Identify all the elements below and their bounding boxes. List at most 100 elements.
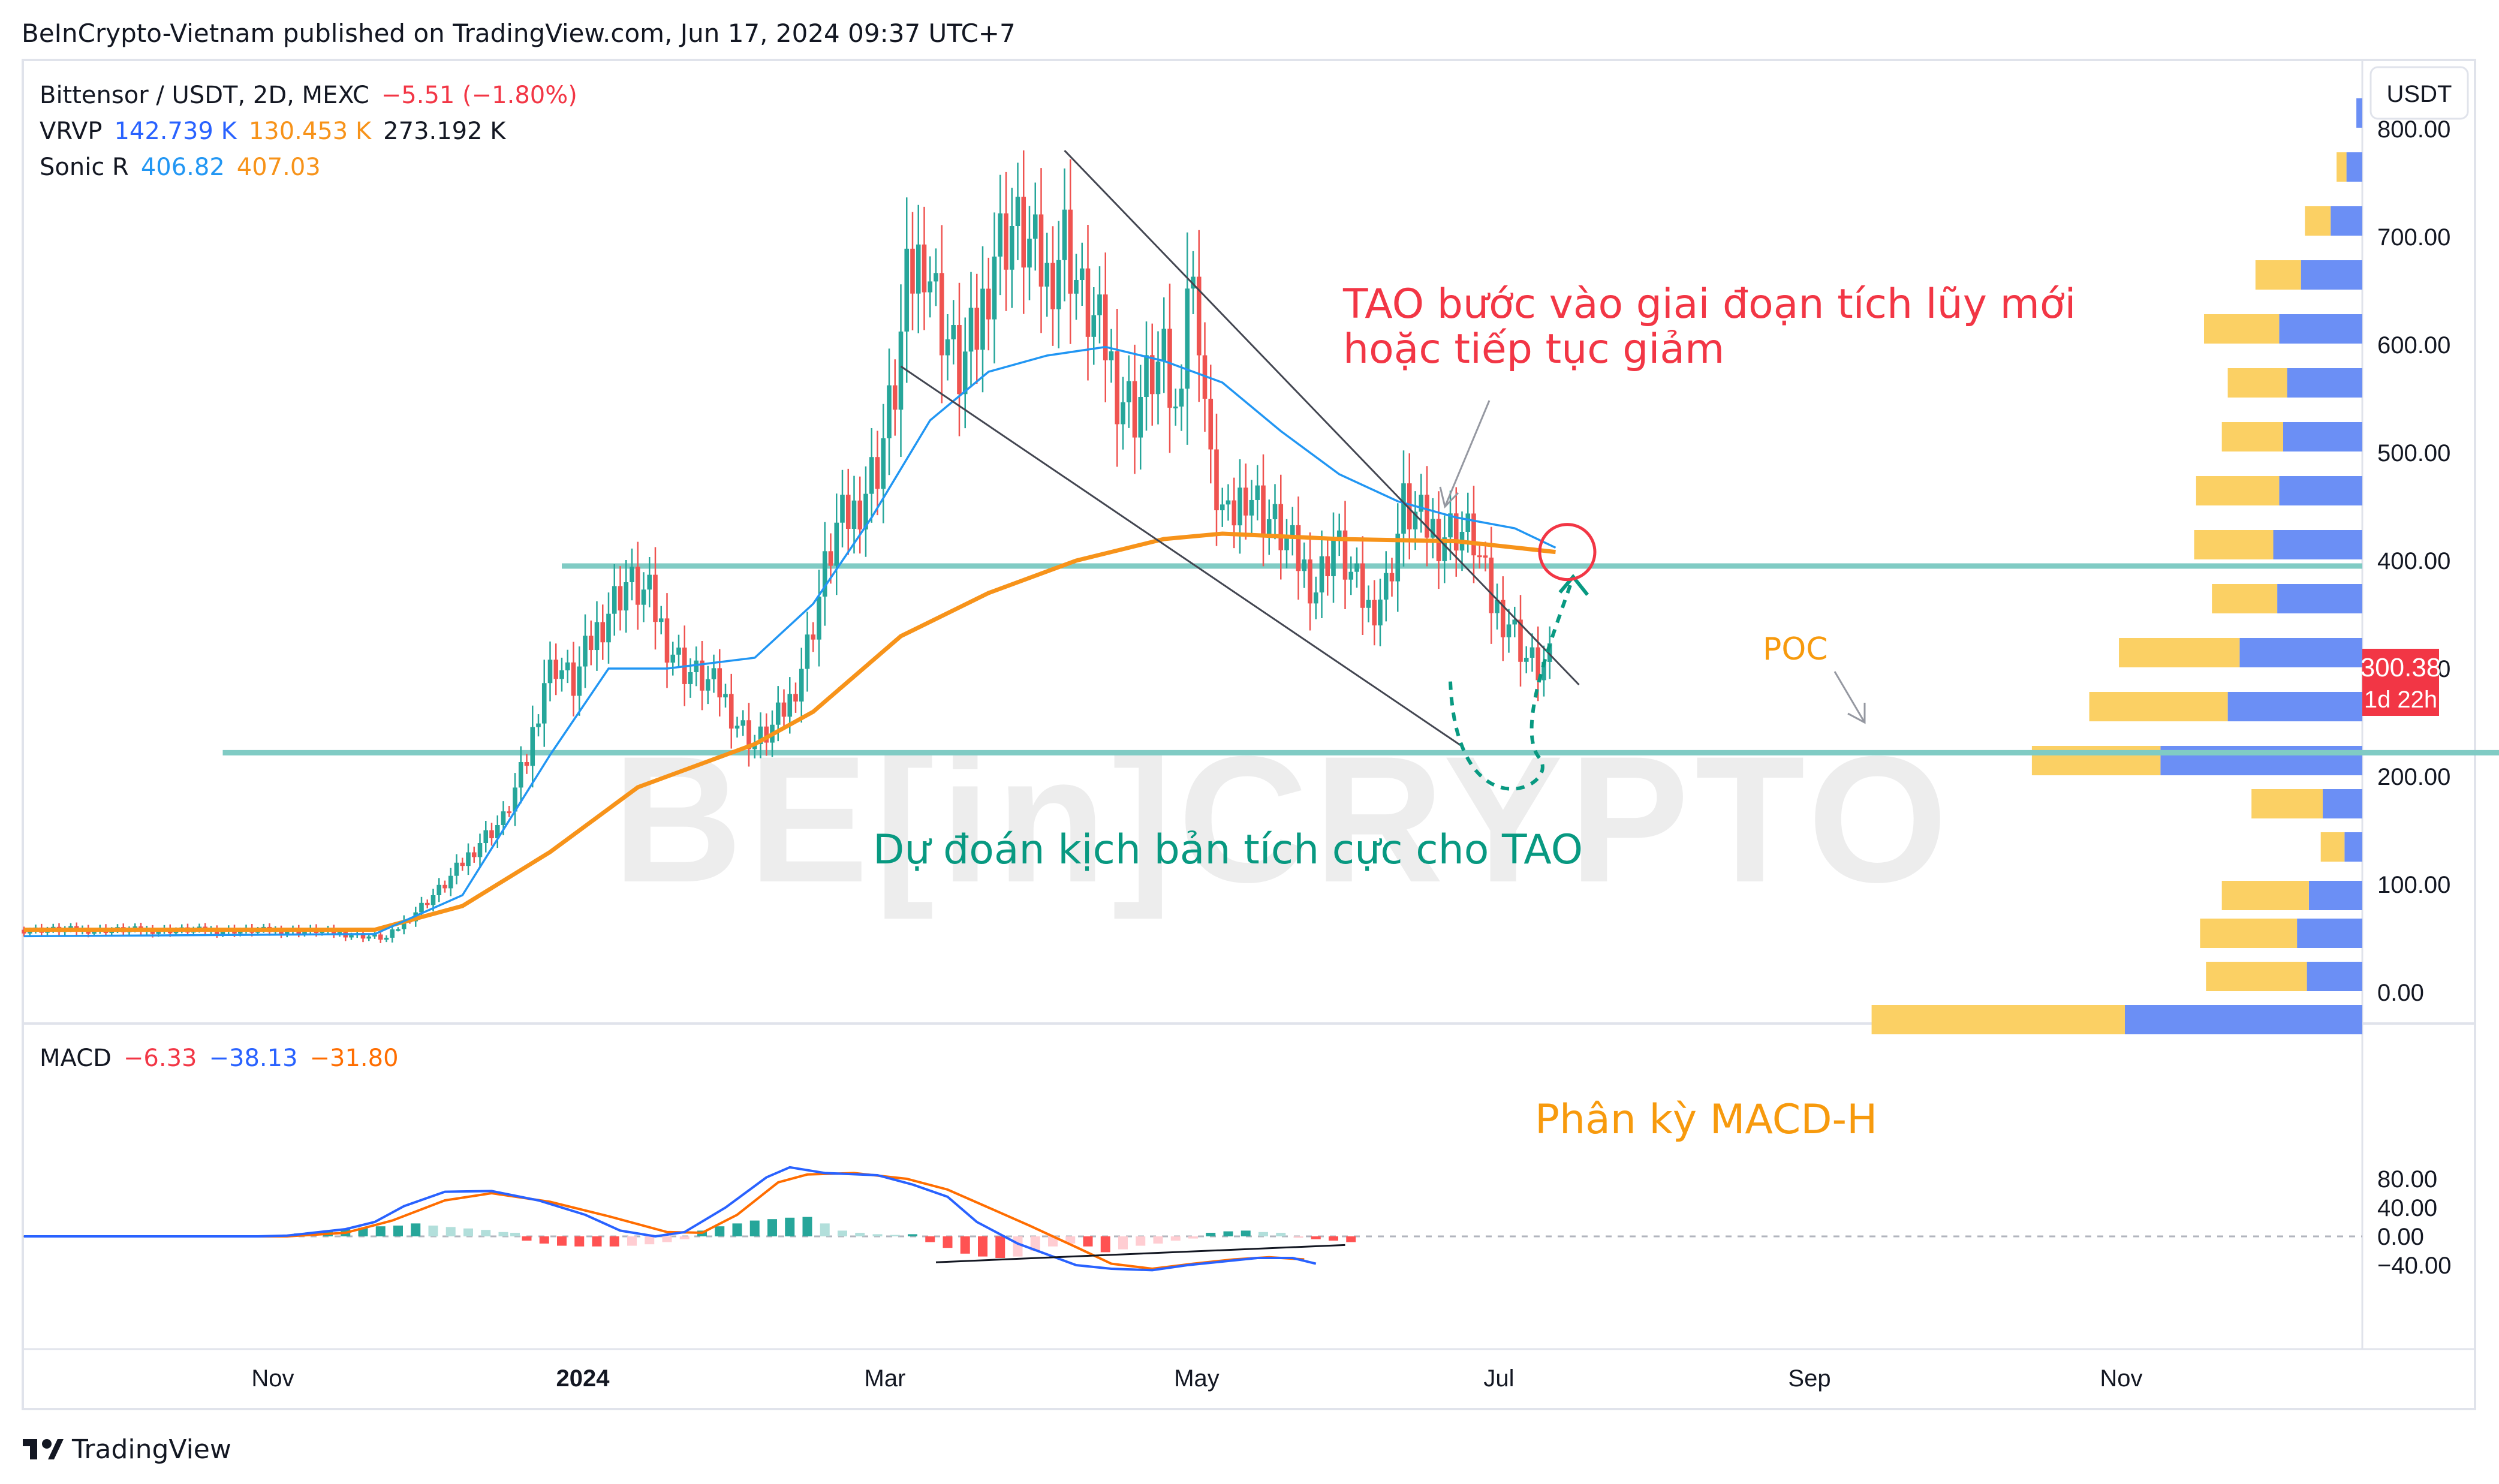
tradingview-logo-icon <box>23 1439 64 1459</box>
trendline <box>1064 149 1580 686</box>
vp-row-down <box>2200 919 2298 948</box>
candle-body <box>1541 661 1546 681</box>
candle-body <box>1302 559 1307 571</box>
candle-body <box>541 683 547 724</box>
candle-body <box>746 720 751 749</box>
vp-row-up <box>2308 881 2362 910</box>
footer-brand: TradingView <box>71 1434 231 1465</box>
vp-row-up <box>2301 260 2362 290</box>
macd-histogram-bar <box>1048 1236 1058 1247</box>
candle-body <box>1401 483 1406 534</box>
vp-row-down <box>2320 832 2345 862</box>
candle-body <box>1015 197 1020 226</box>
candle-body <box>518 762 523 788</box>
macd-histogram-bar <box>645 1236 655 1245</box>
candle-body <box>1144 355 1149 397</box>
currency-button[interactable]: USDT <box>2387 81 2452 107</box>
candle-body <box>910 248 915 294</box>
legend-symbol[interactable]: Bittensor / USDT, 2D, MEXC −5.51 (−1.80%) <box>40 82 577 109</box>
macd-histogram-bar <box>498 1232 508 1236</box>
legend-sonic-r[interactable]: Sonic R 406.82 407.03 <box>40 153 321 181</box>
candle-body <box>805 634 810 669</box>
candle-body <box>1477 555 1482 558</box>
candle-body <box>1495 600 1500 613</box>
macd-signal-line <box>24 1172 1305 1271</box>
candle-body <box>1290 525 1295 537</box>
candle-body <box>507 811 512 814</box>
candle-body <box>869 457 874 494</box>
macd-tick-label: 40.00 <box>2377 1195 2437 1221</box>
macd-histogram-bar <box>1065 1236 1076 1244</box>
candle-body <box>1308 559 1312 604</box>
macd-divergence-line <box>935 1244 1345 1263</box>
candle-body <box>424 902 430 905</box>
candle-body <box>630 567 634 582</box>
scenario-annotation-line2: hoặc tiếp tục giảm <box>1343 326 1724 373</box>
macd-histogram-bar <box>592 1236 602 1247</box>
candle-body <box>799 669 804 702</box>
candle-body <box>1360 563 1365 608</box>
sonic-r-slow-line <box>24 531 1556 932</box>
candle-body <box>1319 556 1324 593</box>
candle-body <box>1161 329 1167 362</box>
vp-row-up <box>2279 314 2362 344</box>
candle-body <box>1336 530 1342 539</box>
candle-body <box>1068 209 1073 294</box>
macd-histogram-bar <box>767 1219 777 1236</box>
candle-body <box>1044 263 1050 287</box>
candle-body <box>553 660 559 679</box>
macd-histogram-bar <box>539 1236 549 1244</box>
candle-body <box>1173 407 1178 409</box>
candle-body <box>501 811 506 825</box>
candle-body <box>934 273 938 282</box>
candle-body <box>1419 495 1424 512</box>
candle-body <box>992 256 997 320</box>
price-tick-label: 0.00 <box>2377 980 2424 1006</box>
macd-histogram <box>253 1217 1356 1258</box>
macd-histogram-bar <box>943 1236 953 1248</box>
candle-body <box>1325 556 1330 576</box>
sonic-r-fast-line <box>23 345 1556 938</box>
candle-body <box>752 744 757 749</box>
legend-macd[interactable]: MACD −6.33 −38.13 −31.80 <box>40 1044 399 1072</box>
macd-histogram-bar <box>872 1234 883 1236</box>
macd-histogram-bar <box>679 1236 690 1239</box>
candle-body <box>740 720 746 726</box>
candle-body <box>875 457 880 489</box>
currency-button-bg[interactable] <box>2369 66 2469 120</box>
candle-body <box>1512 619 1518 625</box>
last-price-tag <box>2362 649 2439 716</box>
candle-body <box>1155 362 1161 395</box>
macd-histogram-bar <box>445 1227 456 1236</box>
price-tick-label: 500.00 <box>2377 440 2450 466</box>
macd-histogram-bar <box>1311 1236 1321 1239</box>
time-axis[interactable]: Nov 2024 Mar May Jul Sep Nov <box>251 1365 2142 1392</box>
candle-body <box>717 668 722 698</box>
macd-histogram-bar <box>428 1226 438 1236</box>
macd-histogram-bar <box>838 1230 847 1236</box>
scenario-arrow-path <box>1449 576 1575 791</box>
candle-body <box>1243 487 1248 516</box>
macd-histogram-bar <box>574 1236 585 1247</box>
candle-body <box>694 660 699 672</box>
macd-histogram-bar <box>1030 1236 1040 1251</box>
price-axis[interactable]: 0.00100.00200.00300.00400.00500.00600.00… <box>2377 116 2450 1006</box>
candle-body <box>571 662 576 696</box>
macd-histogram-bar <box>1329 1236 1338 1241</box>
macd-histogram-bar <box>890 1235 900 1236</box>
candle-body <box>1331 539 1336 576</box>
candle-body <box>676 648 681 655</box>
candle-body <box>1220 504 1225 511</box>
candle-body <box>337 932 342 934</box>
candle-body <box>1214 449 1219 511</box>
candle-body <box>1232 500 1237 526</box>
legend-vrvp[interactable]: VRVP 142.739 K 130.453 K 273.192 K <box>40 118 507 145</box>
macd-tick-label: 80.00 <box>2377 1166 2437 1193</box>
candle-body <box>1185 288 1190 389</box>
vp-row-down <box>1871 1005 2125 1034</box>
candle-body <box>436 884 442 895</box>
candle-body <box>811 634 816 640</box>
candle-body <box>559 670 564 679</box>
candle-body <box>1430 519 1435 538</box>
